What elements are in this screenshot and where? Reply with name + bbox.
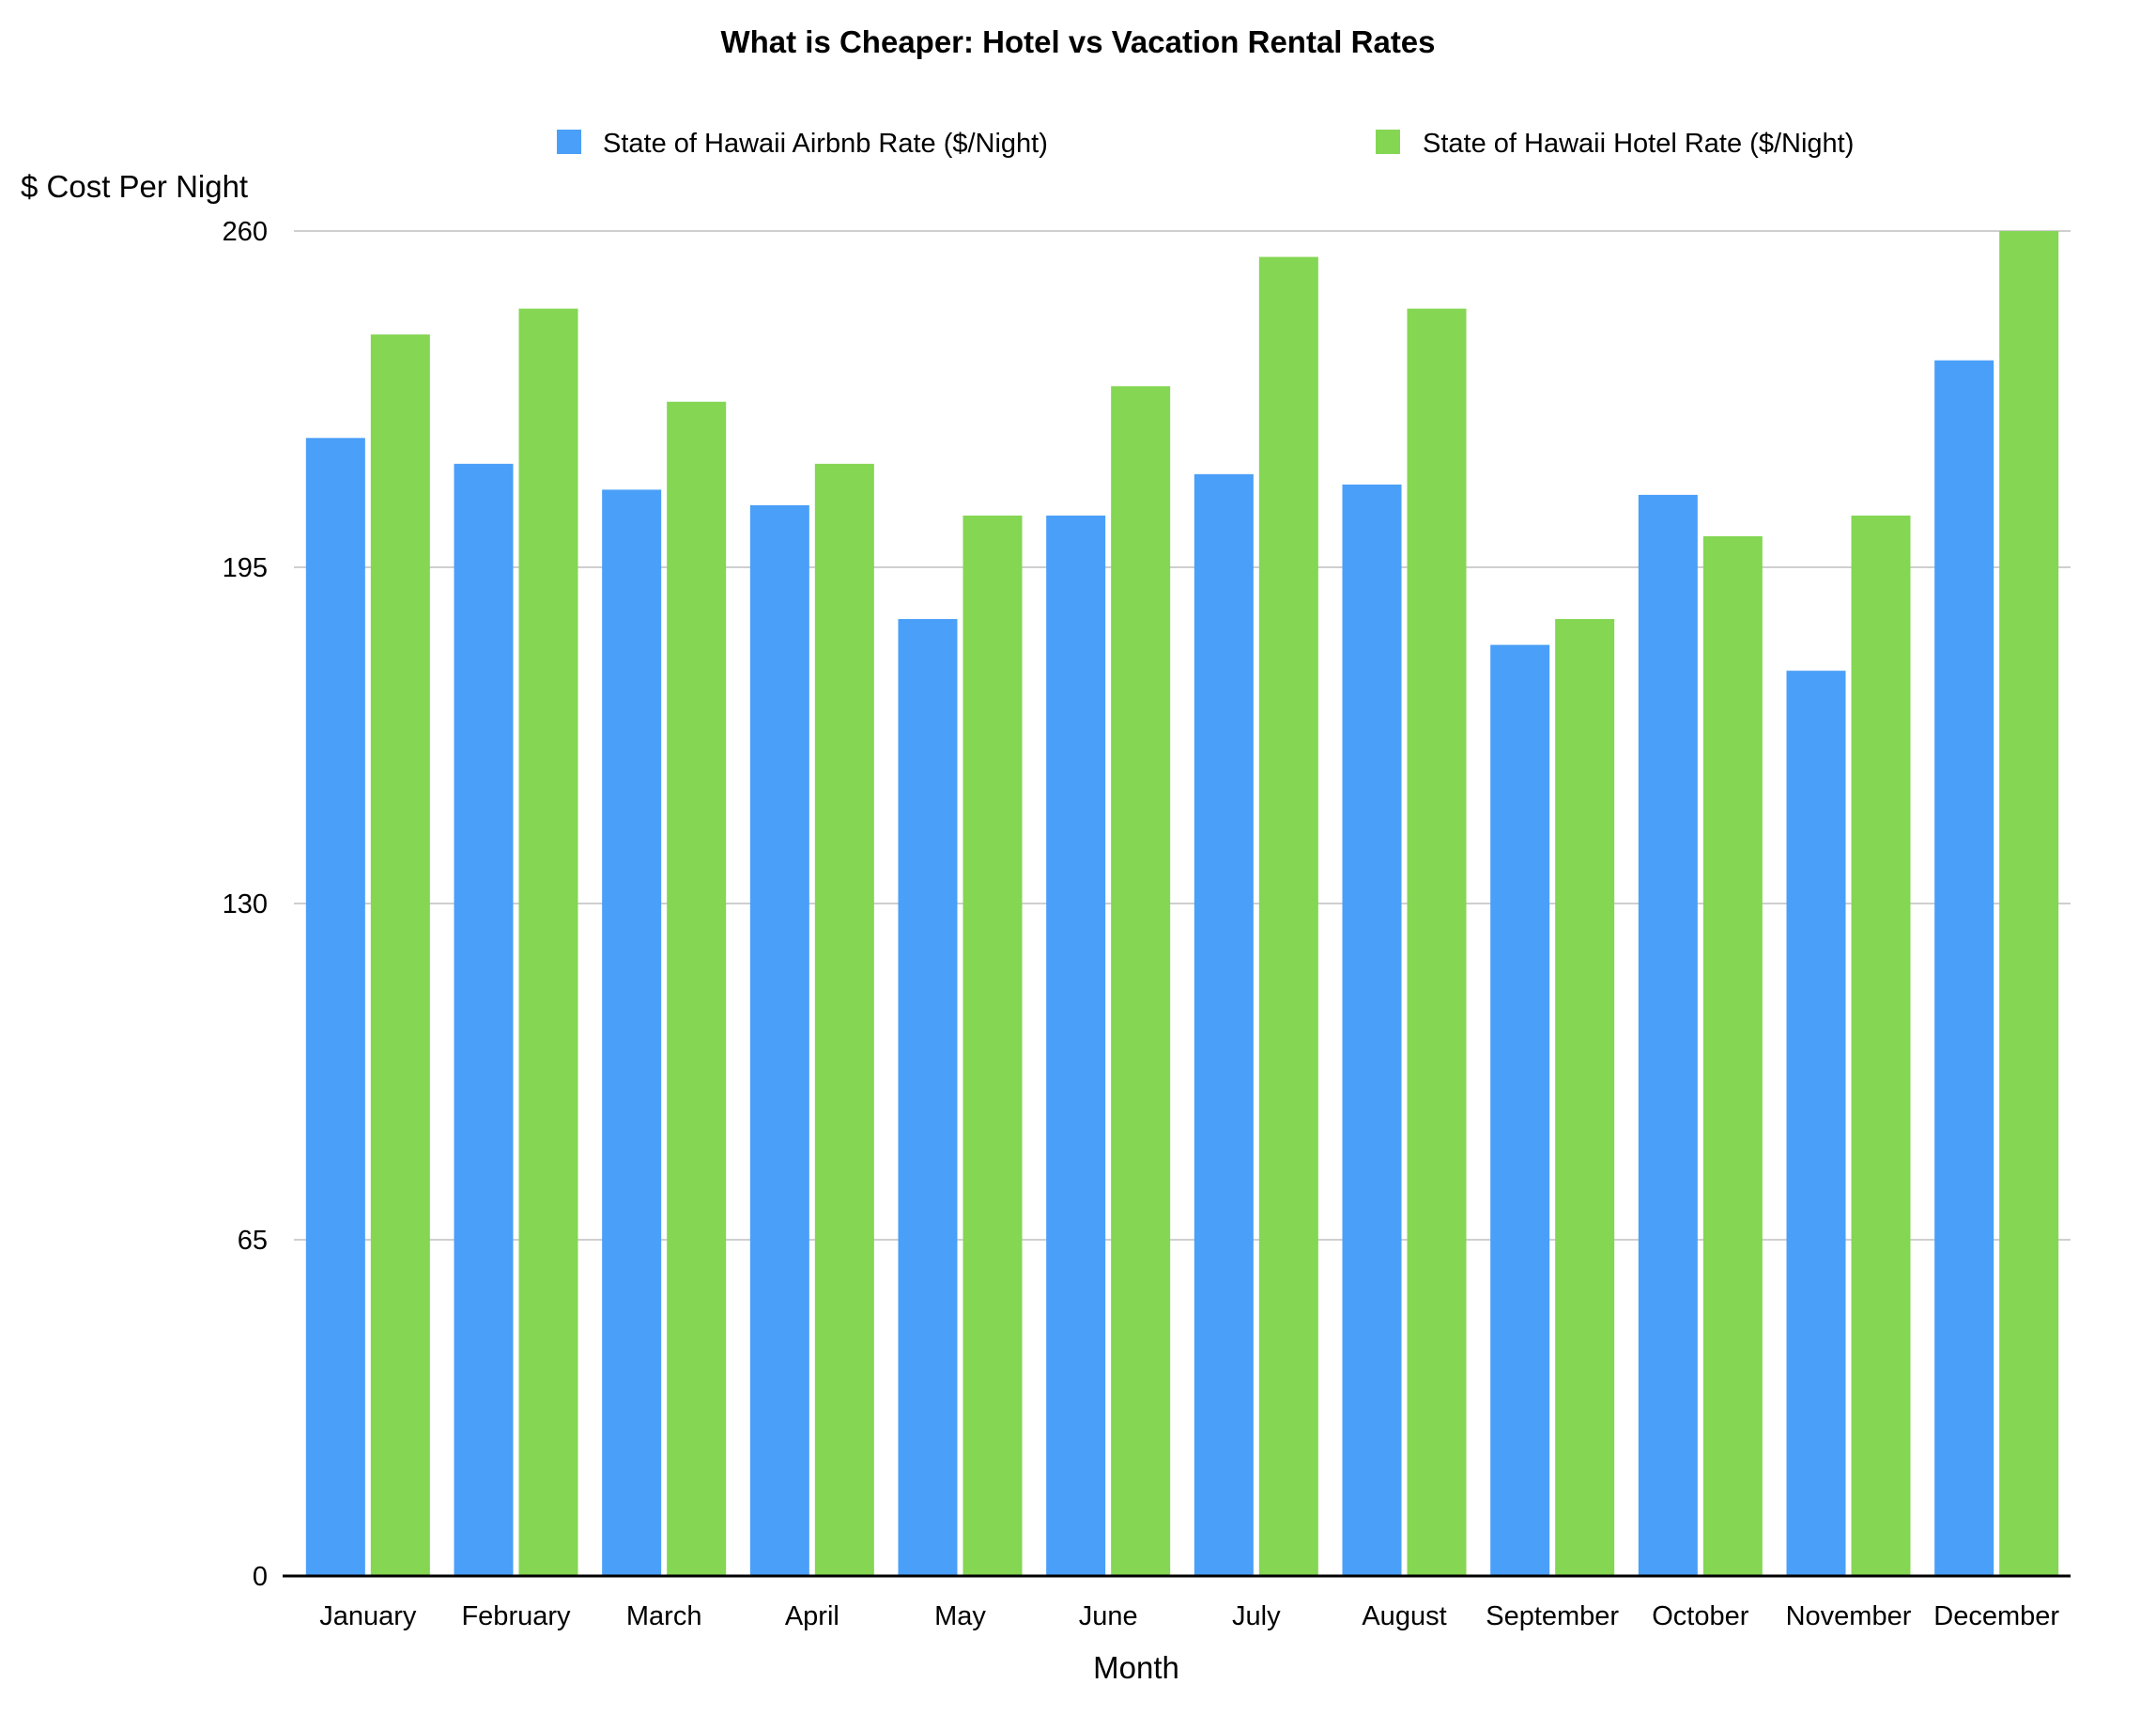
bar-hotel-june[interactable] [1111,386,1171,1577]
bar-airbnb-august[interactable] [1342,484,1402,1576]
y-tick-label: 130 [223,889,268,919]
legend-label-airbnb: State of Hawaii Airbnb Rate ($/Night) [603,129,1048,159]
y-tick-label: 195 [223,553,268,583]
x-tick-label: December [1933,1601,2059,1631]
bar-airbnb-february[interactable] [454,463,514,1576]
legend-item-airbnb[interactable]: State of Hawaii Airbnb Rate ($/Night) [557,129,1048,159]
bar-airbnb-september[interactable] [1490,644,1550,1576]
bar-hotel-september[interactable] [1555,619,1615,1576]
x-tick-label: August [1362,1601,1446,1631]
y-axis-title: $ Cost Per Night [21,169,248,204]
chart-title: What is Cheaper: Hotel vs Vacation Renta… [720,24,1435,59]
gridlines [294,230,2071,1241]
bar-hotel-december[interactable] [1999,231,2059,1576]
bar-airbnb-july[interactable] [1194,473,1254,1576]
x-tick-label: October [1652,1601,1748,1631]
x-tick-label: September [1486,1601,1619,1631]
bar-airbnb-october[interactable] [1638,494,1698,1576]
y-tick-label: 65 [238,1226,268,1256]
x-tick-label: April [785,1601,839,1631]
bars [305,231,2059,1577]
bar-hotel-october[interactable] [1702,535,1763,1576]
bar-hotel-may[interactable] [962,515,1023,1576]
x-tick-label: January [319,1601,417,1631]
bar-hotel-february[interactable] [518,308,578,1577]
legend: State of Hawaii Airbnb Rate ($/Night) St… [557,129,1854,159]
bar-airbnb-june[interactable] [1046,515,1106,1576]
bar-airbnb-april[interactable] [749,504,809,1576]
axes: 0 65 130 195 260 January February March April May… [223,217,2071,1631]
x-axis-title: Month [1093,1650,1179,1685]
bar-hotel-july[interactable] [1258,256,1318,1576]
x-tick-label: June [1079,1601,1138,1631]
bar-airbnb-november[interactable] [1786,671,1846,1576]
bar-hotel-november[interactable] [1851,515,1911,1576]
bar-hotel-april[interactable] [814,463,874,1576]
x-tick-label: March [626,1601,702,1631]
x-tick-label: July [1232,1601,1281,1631]
y-tick-label: 260 [223,217,268,247]
bar-airbnb-december[interactable] [1934,360,1994,1576]
legend-label-hotel: State of Hawaii Hotel Rate ($/Night) [1423,129,1854,159]
bar-hotel-january[interactable] [370,334,430,1577]
bar-hotel-august[interactable] [1407,308,1467,1577]
bar-hotel-march[interactable] [667,401,727,1576]
legend-swatch-hotel [1376,130,1400,154]
legend-item-hotel[interactable]: State of Hawaii Hotel Rate ($/Night) [1376,129,1854,159]
y-tick-label: 0 [253,1562,268,1592]
legend-swatch-airbnb [557,130,581,154]
x-tick-label: February [461,1601,571,1631]
bar-airbnb-may[interactable] [898,619,958,1576]
x-tick-label: November [1786,1601,1912,1631]
x-tick-label: May [934,1601,986,1631]
bar-airbnb-march[interactable] [602,489,662,1576]
bar-airbnb-january[interactable] [305,438,365,1577]
